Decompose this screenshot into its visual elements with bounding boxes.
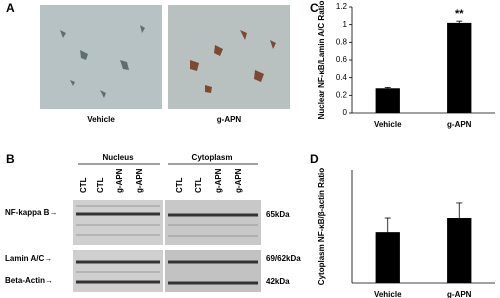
panel-label: A: [6, 1, 15, 15]
micrograph: [40, 5, 162, 109]
x-tick-label: g-APN: [447, 290, 472, 298]
panel-label: D: [310, 152, 319, 166]
x-tick-label: g-APN: [447, 120, 472, 129]
protein-label: Beta-Actin→: [5, 276, 53, 285]
size-label: 42kDa: [266, 277, 290, 286]
x-tick-label: Vehicle: [374, 290, 402, 298]
lane-label: CTL: [175, 177, 184, 193]
significance: **: [455, 8, 464, 20]
error-bar: [384, 217, 391, 247]
lane-label: g-APN: [234, 168, 243, 193]
y-axis-title: Nuclear NF-κB/Lamin A/C Ratio: [317, 0, 326, 119]
bar: [375, 88, 400, 113]
lane-label: g-APN: [115, 168, 124, 193]
lane-label: g-APN: [135, 168, 144, 193]
group-label: Nucleus: [102, 153, 134, 162]
protein-label: NF-kappa B→: [5, 208, 57, 217]
y-tick-label: 1: [343, 20, 348, 29]
lane-labels: CTL CTL g-APN g-APN CTL CTL g-APN g-APN: [79, 168, 243, 193]
error-bar: [456, 20, 463, 26]
bar: [447, 22, 472, 113]
micrograph: [168, 5, 290, 109]
y-tick-label: 1.2: [336, 2, 348, 11]
lane-label: CTL: [79, 177, 88, 193]
lane-label: CTL: [96, 177, 105, 193]
panel-label: B: [6, 152, 15, 166]
y-tick-label: 0.4: [336, 73, 348, 82]
y-tick-label: 0.2: [336, 90, 348, 99]
size-label: 69/62kDa: [266, 254, 301, 263]
panel-label: C: [310, 1, 319, 15]
protein-label: Lamin A/C→: [5, 254, 52, 263]
y-tick-label: 0.6: [336, 55, 348, 64]
error-bar: [384, 86, 391, 90]
lane-label: g-APN: [214, 168, 223, 193]
error-bar: [456, 202, 463, 234]
blot: [73, 200, 261, 292]
y-tick-label: 0: [343, 108, 348, 117]
lane-label: CTL: [194, 177, 203, 193]
y-axis-title: Cytoplasm NF-κB/β-actin Ratio: [317, 168, 326, 285]
caption: Vehicle: [87, 115, 115, 124]
size-label: 65kDa: [266, 210, 290, 219]
group-label: Cytoplasm: [192, 153, 233, 162]
x-tick-label: Vehicle: [374, 120, 402, 129]
caption: g-APN: [217, 115, 242, 124]
y-tick-label: 0.8: [336, 37, 348, 46]
